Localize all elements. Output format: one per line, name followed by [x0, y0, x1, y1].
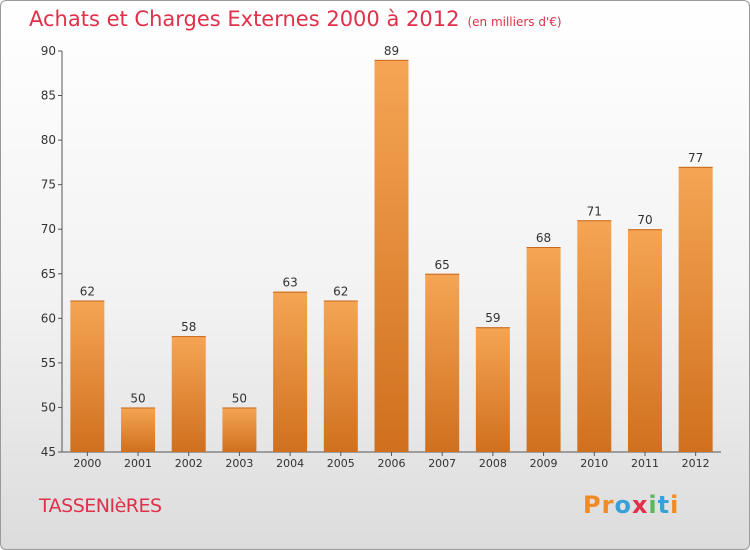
y-tick-label: 55 [41, 356, 56, 370]
y-tick-label: 85 [41, 89, 56, 103]
x-tick-label: 2005 [327, 457, 355, 470]
bar-2003 [222, 407, 257, 452]
value-label-2004: 63 [282, 276, 297, 290]
chart-subtitle: (en milliers d'€) [467, 15, 562, 29]
logo-letter: r [601, 491, 615, 519]
x-tick-label: 2010 [580, 457, 608, 470]
x-tick-label: 2004 [276, 457, 304, 470]
x-tick-label: 2000 [73, 457, 101, 470]
bar-2008 [475, 327, 510, 452]
y-tick-label: 70 [41, 222, 56, 236]
commune-name: TASSENIèRES [39, 495, 162, 517]
bar-2011 [627, 229, 662, 452]
value-label-2011: 70 [637, 213, 652, 227]
value-label-2012: 77 [688, 151, 703, 165]
bar-2010 [577, 220, 612, 452]
y-tick-label: 50 [41, 400, 56, 414]
bars [70, 59, 713, 453]
x-tick-label: 2012 [682, 457, 710, 470]
value-label-2009: 68 [536, 231, 551, 245]
axes: 45 50 55 60 65 70 75 80 85 90 2000 2001 2002 2003 2004… [41, 44, 721, 470]
logo-letter: t [657, 491, 671, 519]
value-label-2003: 50 [232, 391, 247, 405]
x-tick-label: 2008 [479, 457, 507, 470]
bar-2009 [526, 247, 561, 452]
bar-2007 [425, 273, 460, 452]
bar-2004 [273, 291, 308, 452]
bar-2012 [678, 166, 713, 452]
y-tick-label: 65 [41, 267, 56, 281]
x-tick-label: 2011 [631, 457, 659, 470]
y-tick-label: 75 [41, 178, 56, 192]
chart-title: Achats et Charges Externes 2000 à 2012 (e… [29, 7, 562, 31]
x-tick-label: 2001 [124, 457, 152, 470]
logo-letter: x [631, 491, 649, 519]
bar-2000 [70, 300, 105, 452]
value-label-2005: 62 [333, 285, 348, 299]
x-tick-label: 2002 [175, 457, 203, 470]
y-tick-label: 90 [41, 44, 56, 58]
value-label-2007: 65 [435, 258, 450, 272]
value-labels: 62 50 58 50 63 62 89 65 59 68 71 70 77 [80, 44, 704, 406]
bar-2005 [323, 300, 358, 452]
bar-2002 [171, 336, 206, 452]
proxiti-logo: Proxiti [583, 491, 679, 519]
value-label-2006: 89 [384, 44, 399, 58]
chart-title-text: Achats et Charges Externes 2000 à 2012 [29, 7, 460, 31]
x-tick-label: 2003 [225, 457, 253, 470]
logo-letter: i [648, 491, 658, 519]
x-tick-label: 2006 [378, 457, 406, 470]
logo-letter: i [670, 491, 680, 519]
logo-letter: o [614, 491, 632, 519]
value-label-2008: 59 [485, 311, 500, 325]
y-tick-label: 80 [41, 133, 56, 147]
value-label-2000: 62 [80, 285, 95, 299]
value-label-2010: 71 [587, 204, 602, 218]
y-tick-label: 60 [41, 311, 56, 325]
value-label-2002: 58 [181, 320, 196, 334]
bar-2006 [374, 59, 409, 453]
value-label-2001: 50 [130, 391, 145, 405]
x-tick-label: 2007 [428, 457, 456, 470]
x-tick-label: 2009 [530, 457, 558, 470]
logo-letter: P [583, 491, 602, 519]
y-tick-label: 45 [41, 445, 56, 459]
bar-2001 [121, 407, 156, 452]
